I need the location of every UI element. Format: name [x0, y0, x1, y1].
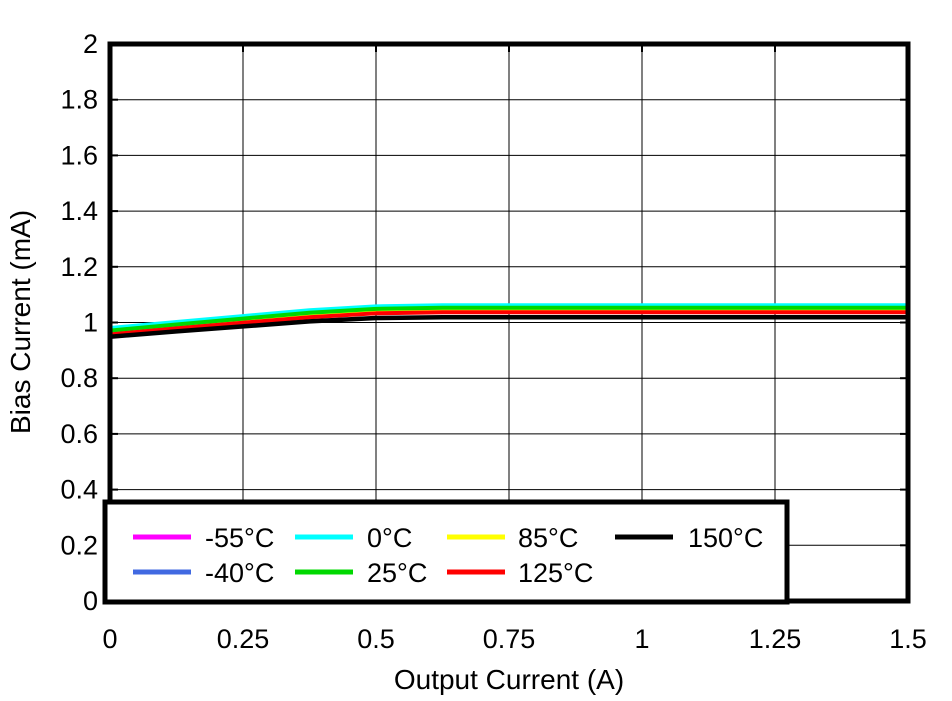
y-tick-label: 0	[83, 586, 98, 616]
y-axis-label: Bias Current (mA)	[5, 210, 36, 434]
legend: -55°C 0°C 85°C 150°C -40°C 25°C 125°C	[102, 499, 790, 605]
y-tick-label: 2	[83, 29, 98, 59]
x-tick-label: 1	[634, 624, 649, 654]
y-tick-label: 0.4	[60, 475, 98, 505]
legend-item: 0°C	[295, 523, 412, 553]
legend-item: 25°C	[295, 558, 427, 588]
legend-label: 0°C	[367, 523, 412, 553]
y-tick-label: 1.6	[60, 140, 98, 170]
series-line	[110, 305, 908, 333]
series-group	[110, 303, 908, 339]
legend-label: -40°C	[205, 558, 274, 588]
x-tick-label: 1.5	[889, 624, 927, 654]
x-axis-label: Output Current (A)	[394, 664, 624, 695]
legend-item: -55°C	[133, 523, 274, 553]
legend-box	[102, 499, 790, 605]
y-tick-label: 0.6	[60, 419, 98, 449]
series-line	[110, 310, 908, 337]
legend-label: 85°C	[518, 523, 578, 553]
legend-label: 125°C	[518, 558, 593, 588]
y-tick-label: 0.8	[60, 363, 98, 393]
series-lines	[110, 303, 908, 339]
legend-item: 85°C	[447, 523, 578, 553]
x-tick-label: 0.5	[357, 624, 395, 654]
legend-item: -40°C	[133, 558, 274, 588]
tick-labels: 0 0.25 0.5 0.75 1 1.25 1.5 0 0.2 0.4 0.6 0.8 1 1.2 1.4…	[60, 29, 926, 654]
x-tick-label: 1.25	[749, 624, 802, 654]
x-tick-label: 0.25	[217, 624, 270, 654]
series-line	[110, 303, 908, 331]
legend-label: -55°C	[205, 523, 274, 553]
legend-label: 150°C	[688, 523, 763, 553]
legend-item: 125°C	[447, 558, 593, 588]
y-tick-label: 1	[83, 308, 98, 338]
x-tick-label: 0.75	[483, 624, 536, 654]
y-tick-label: 1.2	[60, 252, 98, 282]
legend-label: 25°C	[367, 558, 427, 588]
series-line	[110, 314, 908, 339]
y-tick-label: 1.4	[60, 196, 98, 226]
x-tick-label: 0	[102, 624, 117, 654]
legend-item: 150°C	[615, 523, 763, 553]
y-tick-label: 0.2	[60, 530, 98, 560]
y-tick-label: 1.8	[60, 85, 98, 115]
